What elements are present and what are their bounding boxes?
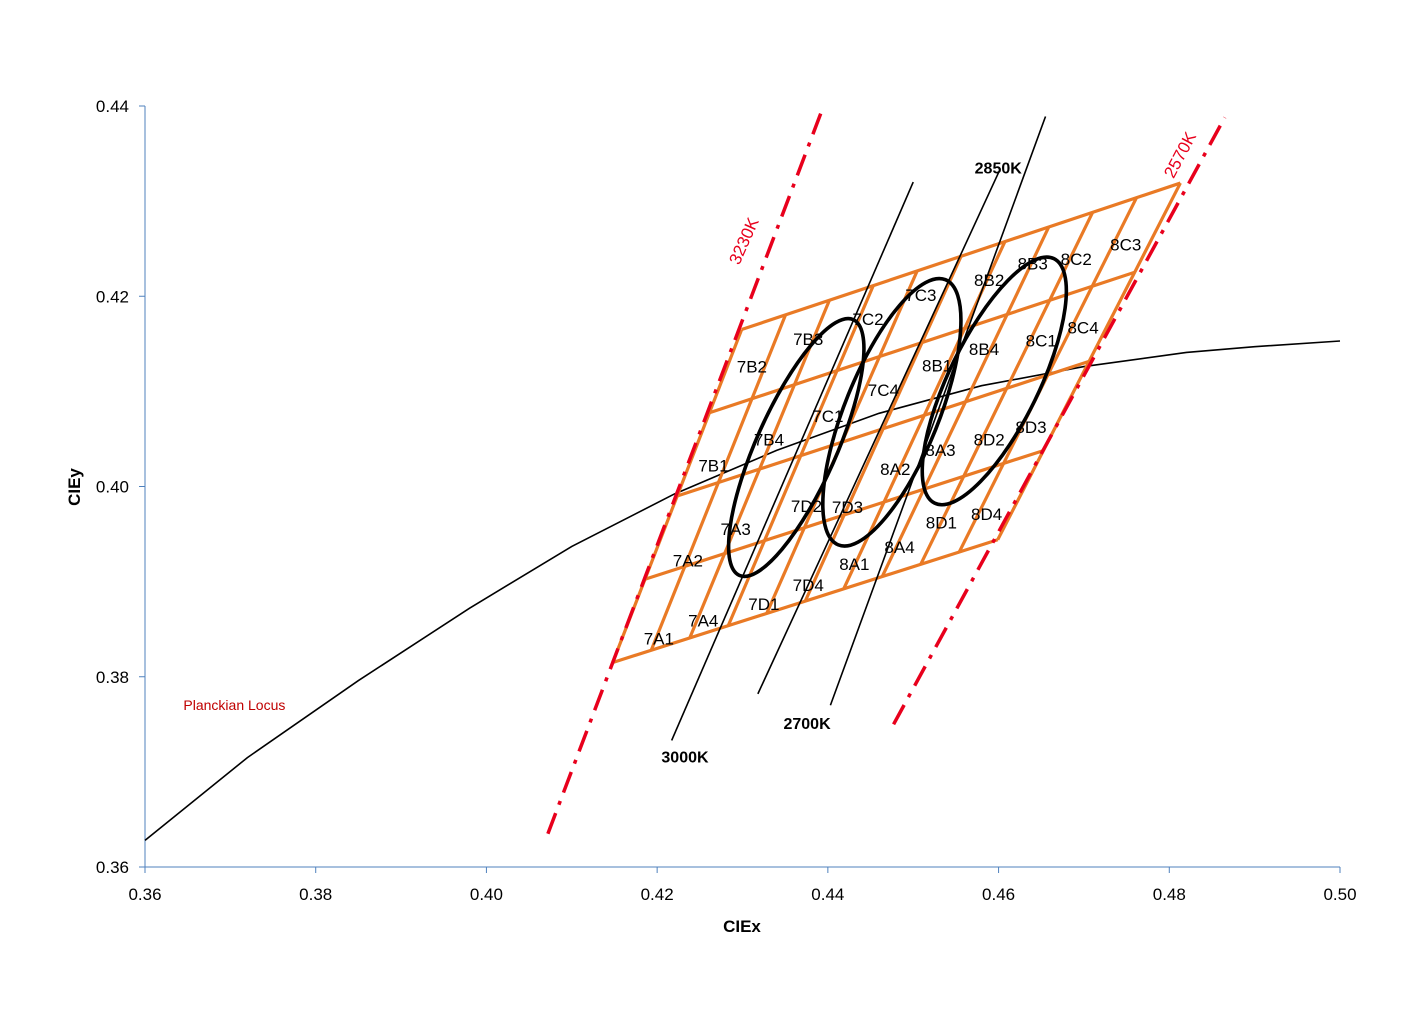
bin-label-8C2: 8C2: [1061, 250, 1092, 269]
x-tick-label: 0.48: [1153, 885, 1186, 904]
bin-label-7A2: 7A2: [673, 551, 703, 570]
bin-grid-line: [676, 359, 1090, 498]
bin-label-7A3: 7A3: [721, 520, 751, 539]
bin-label-8C4: 8C4: [1067, 318, 1098, 337]
bin-label-7A1: 7A1: [644, 629, 674, 648]
cct-label-3000K: 3000K: [661, 749, 709, 766]
boundary-label-3230K: 3230K: [725, 214, 763, 267]
cct-line-2700K: [829, 116, 1047, 706]
bin-label-7C3: 7C3: [905, 286, 936, 305]
bin-label-8C1: 8C1: [1026, 332, 1057, 351]
planckian-locus-label: Planckian Locus: [183, 697, 285, 713]
bin-label-8D1: 8D1: [926, 513, 957, 532]
y-tick-label: 0.36: [96, 858, 129, 877]
bin-label-7B2: 7B2: [737, 357, 767, 376]
bin-label-7D4: 7D4: [793, 576, 824, 595]
bin-label-7B3: 7B3: [793, 330, 823, 349]
x-tick-label: 0.36: [128, 885, 161, 904]
bin-label-8C3: 8C3: [1110, 236, 1141, 255]
tolerance-ellipses: [726, 255, 1069, 579]
cct-label-2850K: 2850K: [975, 161, 1023, 178]
y-tick-label: 0.40: [96, 478, 129, 497]
x-tick-label: 0.50: [1323, 885, 1356, 904]
bin-label-8A1: 8A1: [839, 555, 869, 574]
bin-label-8A4: 8A4: [884, 538, 914, 557]
y-axis-title: CIEy: [65, 468, 84, 506]
bin-grid-line: [612, 538, 999, 665]
cct-line-3000K: [670, 181, 914, 741]
y-tick-label: 0.44: [96, 97, 129, 116]
boundary-line-3230K: [546, 105, 826, 835]
boundary-line-2570K: [892, 116, 1227, 726]
annotations: Planckian Locus: [183, 697, 285, 713]
x-tick-label: 0.44: [811, 885, 844, 904]
y-tick-label: 0.38: [96, 668, 129, 687]
bin-label-7D3: 7D3: [832, 498, 863, 517]
x-tick-label: 0.38: [299, 885, 332, 904]
bin-labels: 7A1 7A2 7A3 7A4 7B1 7B2 7B3 7B4 7C1 7C2 7C3 7C4 7D1 7…: [644, 236, 1142, 649]
bin-label-7A4: 7A4: [688, 611, 718, 630]
bin-label-7C2: 7C2: [852, 310, 883, 329]
planckian-locus-line: [144, 340, 1341, 842]
bin-grid: [611, 181, 1182, 665]
bin-label-8B4: 8B4: [969, 340, 999, 359]
x-axis-title: CIEx: [723, 917, 761, 936]
cct-label-2700K: 2700K: [783, 716, 831, 733]
bin-label-7C4: 7C4: [868, 381, 899, 400]
bin-label-8B2: 8B2: [974, 271, 1004, 290]
bin-label-7D1: 7D1: [748, 595, 779, 614]
cct-lines: 3000K 2850K 2700K: [661, 116, 1047, 766]
bin-label-8D4: 8D4: [971, 505, 1002, 524]
planckian-locus: [144, 340, 1341, 842]
axes: 0.36 0.38 0.40 0.42 0.44 0.46 0.48 0.50 0.36 0.38…: [96, 97, 1357, 904]
bin-label-8B1: 8B1: [922, 356, 952, 375]
bin-grid-line: [644, 449, 1044, 581]
bin-label-7B4: 7B4: [754, 431, 784, 450]
bin-label-7B1: 7B1: [698, 456, 728, 475]
bin-label-8D3: 8D3: [1015, 418, 1046, 437]
cct-line-2850K: [757, 172, 1000, 695]
bin-grid-line: [741, 181, 1181, 332]
bin-label-7C1: 7C1: [812, 407, 843, 426]
bin-label-8B3: 8B3: [1018, 255, 1048, 274]
x-tick-label: 0.42: [641, 885, 674, 904]
y-tick-label: 0.42: [96, 287, 129, 306]
x-tick-label: 0.40: [470, 885, 503, 904]
bin-label-7D2: 7D2: [791, 497, 822, 516]
bin-label-8D2: 8D2: [974, 431, 1005, 450]
x-tick-label: 0.46: [982, 885, 1015, 904]
tolerance-ellipse: [920, 255, 1069, 507]
tolerance-ellipse: [726, 316, 866, 579]
bin-label-8A2: 8A2: [880, 460, 910, 479]
tolerance-ellipse: [821, 276, 963, 548]
bin-label-8A3: 8A3: [925, 441, 955, 460]
